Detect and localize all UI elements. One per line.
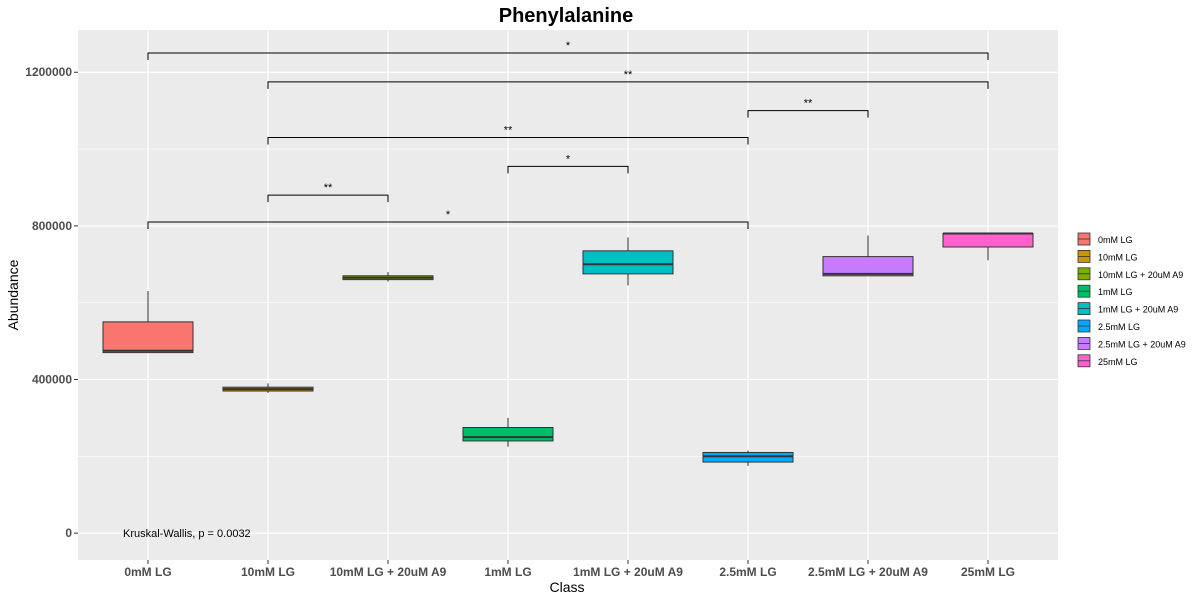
legend: 0mM LG 10mM LG 10mM LG + 20uM A9 1mM LG 1mM … bbox=[1077, 232, 1186, 368]
gridlines bbox=[78, 30, 1058, 560]
bracket-line bbox=[747, 110, 869, 118]
y-tick-label: 800000 bbox=[32, 219, 72, 233]
comparison-bracket: ** bbox=[267, 125, 749, 145]
chart-title: Phenylalanine bbox=[499, 5, 634, 27]
legend-item: 2.5mM LG bbox=[1077, 319, 1140, 333]
comparison-bracket: * bbox=[147, 209, 749, 230]
legend-item: 25mM LG bbox=[1077, 354, 1138, 368]
box-3 bbox=[462, 417, 554, 447]
x-axis-title: Class bbox=[549, 579, 584, 595]
legend-label: 1mM LG + 20uM A9 bbox=[1098, 305, 1178, 315]
significance-label: ** bbox=[624, 69, 633, 81]
legend-item: 0mM LG bbox=[1077, 232, 1133, 246]
legend-label: 10mM LG bbox=[1098, 252, 1138, 262]
x-tick-label: 2.5mM LG + 20uM A9 bbox=[808, 565, 928, 579]
legend-item: 1mM LG + 20uM A9 bbox=[1077, 302, 1178, 316]
significance-label: ** bbox=[324, 182, 333, 194]
box-7 bbox=[942, 232, 1034, 261]
bracket-line bbox=[507, 165, 629, 174]
legend-item: 1mM LG bbox=[1077, 284, 1133, 298]
x-tick-label: 2.5mM LG bbox=[719, 565, 776, 579]
legend-label: 2.5mM LG bbox=[1098, 322, 1140, 332]
y-axis: 0 400000 800000 1200000 bbox=[25, 65, 78, 540]
significance-label: ** bbox=[804, 98, 813, 110]
bracket-line bbox=[147, 52, 989, 61]
x-tick-label: 10mM LG bbox=[241, 565, 295, 579]
box-1 bbox=[222, 383, 314, 393]
legend-label: 1mM LG bbox=[1098, 287, 1133, 297]
box-body bbox=[582, 250, 674, 275]
legend-item: 10mM LG + 20uM A9 bbox=[1077, 267, 1183, 281]
x-tick-label: 1mM LG + 20uM A9 bbox=[573, 565, 683, 579]
significance-label: * bbox=[566, 153, 571, 165]
legend-label: 0mM LG bbox=[1098, 235, 1133, 245]
bracket-line bbox=[267, 194, 389, 203]
x-tick-label: 1mM LG bbox=[484, 565, 531, 579]
legend-item: 10mM LG bbox=[1077, 249, 1138, 263]
boxes bbox=[102, 232, 1034, 466]
box-5 bbox=[702, 450, 794, 466]
y-tick-label: 0 bbox=[65, 526, 72, 540]
y-tick-label: 400000 bbox=[32, 372, 72, 386]
significance-label: * bbox=[566, 40, 571, 52]
box-body bbox=[822, 256, 914, 277]
comparison-bracket: ** bbox=[747, 98, 869, 118]
comparison-bracket: * bbox=[147, 40, 989, 61]
significance-label: * bbox=[446, 209, 451, 221]
kruskal-wallis-annotation: Kruskal-Wallis, p = 0.0032 bbox=[123, 528, 251, 540]
significance-label: ** bbox=[504, 125, 513, 137]
box-2 bbox=[342, 271, 434, 282]
comparison-bracket: * bbox=[507, 153, 629, 174]
plot-panel bbox=[78, 30, 1058, 560]
box-body bbox=[942, 233, 1034, 248]
legend-item: 2.5mM LG + 20uM A9 bbox=[1077, 336, 1186, 350]
x-tick-label: 25mM LG bbox=[961, 565, 1015, 579]
box-4 bbox=[582, 237, 674, 286]
x-tick-label: 0mM LG bbox=[124, 565, 171, 579]
box-0 bbox=[102, 291, 194, 354]
y-axis-title: Abundance bbox=[5, 259, 21, 330]
legend-label: 10mM LG + 20uM A9 bbox=[1098, 270, 1183, 280]
comparison-bracket: ** bbox=[267, 182, 389, 203]
box-body bbox=[102, 321, 194, 354]
bracket-line bbox=[267, 137, 749, 145]
bracket-line bbox=[267, 81, 989, 89]
significance-brackets: *********** bbox=[147, 40, 989, 230]
y-tick-label: 1200000 bbox=[25, 65, 72, 79]
legend-label: 2.5mM LG + 20uM A9 bbox=[1098, 339, 1186, 349]
x-tick-label: 10mM LG + 20uM A9 bbox=[330, 565, 447, 579]
x-axis: 0mM LG 10mM LG 10mM LG + 20uM A9 1mM LG 1mM … bbox=[124, 560, 1015, 579]
bracket-line bbox=[147, 221, 749, 230]
legend-label: 25mM LG bbox=[1098, 357, 1138, 367]
box-6 bbox=[822, 235, 914, 277]
comparison-bracket: ** bbox=[267, 69, 989, 89]
box-body bbox=[462, 427, 554, 442]
